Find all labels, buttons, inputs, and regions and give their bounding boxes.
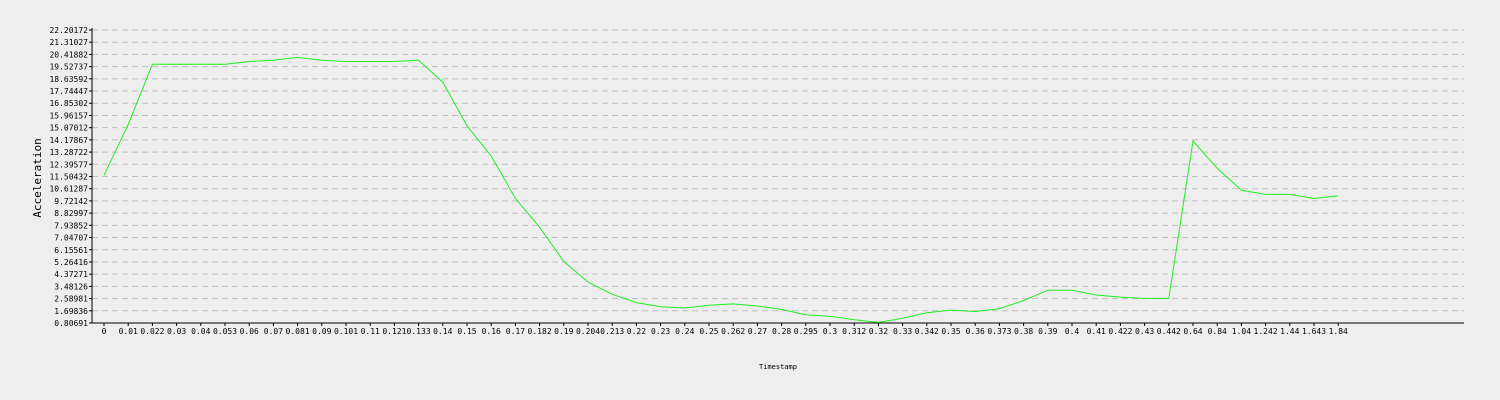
y-tick-label: 14.17867: [49, 136, 88, 145]
x-tick-label: 0.342: [915, 327, 939, 336]
axes: [91, 28, 1464, 324]
y-tick-label: 3.48126: [54, 282, 88, 291]
y-tick-label: 10.61287: [49, 185, 88, 194]
x-tick-label: 0.24: [675, 327, 694, 336]
y-tick-label: 16.85302: [49, 99, 88, 108]
x-tick-label: 0.182: [528, 327, 552, 336]
x-tick-label: 0.36: [966, 327, 985, 336]
x-tick-label: 0.22: [627, 327, 646, 336]
x-tick-label: 0.101: [334, 327, 358, 336]
x-tick-label: 0.41: [1087, 327, 1106, 336]
y-tick-label: 15.07012: [49, 124, 88, 133]
x-tick-label: 0.373: [987, 327, 1011, 336]
x-tick-label: 0.16: [482, 327, 501, 336]
y-tick-label: 12.39577: [49, 160, 88, 169]
x-tick-label: 1.04: [1232, 327, 1251, 336]
x-tick-label: 0.295: [794, 327, 818, 336]
x-tick-label: 0.442: [1157, 327, 1181, 336]
x-tick-label: 0.4: [1065, 327, 1080, 336]
x-tick-label: 1.44: [1280, 327, 1299, 336]
x-tick-label: 0.213: [600, 327, 624, 336]
x-tick-label: 0.14: [433, 327, 452, 336]
x-tick-label: 0.04: [191, 327, 210, 336]
x-tick-label: 0.38: [1014, 327, 1033, 336]
series-line: [103, 56, 1339, 323]
x-tick-label: 0.33: [893, 327, 912, 336]
y-tick-label: 1.69836: [54, 307, 88, 316]
y-tick-label: 13.28722: [49, 148, 88, 157]
x-tick-label: 0.64: [1183, 327, 1202, 336]
x-tick-label: 0.17: [506, 327, 525, 336]
y-tick-label: 17.74447: [49, 87, 88, 96]
x-tick-label: 0.27: [748, 327, 767, 336]
y-tick-label: 19.52737: [49, 63, 88, 72]
y-axis-label: Acceleration: [31, 138, 44, 217]
x-tick-label: 0.15: [457, 327, 476, 336]
x-tick-label: 0.022: [140, 327, 164, 336]
x-tick-label: 0.11: [361, 327, 380, 336]
x-tick-label: 0.28: [772, 327, 791, 336]
x-tick-label: 0.422: [1108, 327, 1132, 336]
x-tick-label: 0.19: [554, 327, 573, 336]
x-tick-label: 0.312: [842, 327, 866, 336]
y-tick-label: 21.31027: [49, 38, 88, 47]
y-tick-label: 8.82997: [54, 209, 88, 218]
x-tick-label: 0.01: [119, 327, 138, 336]
y-tick-label: 7.04707: [54, 234, 88, 243]
y-tick-label: 11.50432: [49, 172, 88, 181]
x-tick-label: 0.262: [721, 327, 745, 336]
x-tick-label: 0.121: [382, 327, 406, 336]
x-tick-label: 0.25: [699, 327, 718, 336]
grid-lines: [92, 29, 1464, 312]
y-tick-label: 18.63592: [49, 75, 88, 84]
x-tick-label: 0.23: [651, 327, 670, 336]
x-tick-label: 1.242: [1254, 327, 1278, 336]
x-axis-label: Timestamp: [759, 363, 797, 371]
x-tick-label: 0.09: [312, 327, 331, 336]
x-tick-label: 0.3: [823, 327, 838, 336]
y-tick-label: 5.26416: [54, 258, 88, 267]
x-tick-label: 0.07: [264, 327, 283, 336]
x-tick-label: 0.204: [576, 327, 600, 336]
x-tick-label: 0.43: [1135, 327, 1154, 336]
y-tick-label: 2.58981: [54, 295, 88, 304]
x-tick-label: 0.03: [167, 327, 186, 336]
x-tick-label: 1.84: [1329, 327, 1348, 336]
x-tick-label: 0.06: [240, 327, 259, 336]
y-tick-label: 22.20172: [49, 26, 88, 35]
y-axis-ticks: 0.80691 1.69836 2.58981 3.48126 4.37271 5.264…: [49, 26, 92, 328]
y-tick-label: 6.15561: [54, 246, 88, 255]
x-axis-ticks: 0 0.01 0.022 0.03 0.04 0.053 0.06 0.07 0.081 0.09…: [102, 323, 1348, 336]
x-tick-label: 0.39: [1038, 327, 1057, 336]
x-tick-label: 1.643: [1302, 327, 1326, 336]
x-tick-label: 0.053: [213, 327, 237, 336]
x-tick-label: 0.081: [286, 327, 310, 336]
y-tick-label: 15.96157: [49, 111, 88, 120]
y-tick-label: 0.80691: [54, 319, 88, 328]
x-tick-label: 0.84: [1208, 327, 1227, 336]
x-tick-label: 0.35: [941, 327, 960, 336]
x-tick-label: 0: [102, 327, 107, 336]
y-tick-label: 20.41882: [49, 50, 88, 59]
x-tick-label: 0.32: [869, 327, 888, 336]
y-tick-label: 7.93852: [54, 221, 88, 230]
y-tick-label: 9.72142: [54, 197, 88, 206]
x-tick-label: 0.133: [407, 327, 431, 336]
y-tick-label: 4.37271: [54, 270, 88, 279]
